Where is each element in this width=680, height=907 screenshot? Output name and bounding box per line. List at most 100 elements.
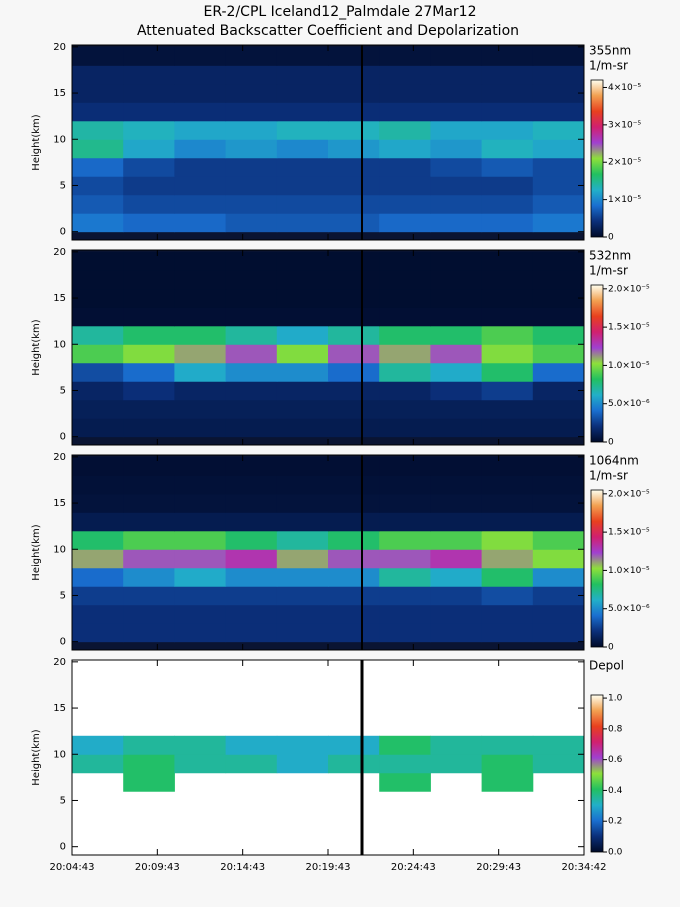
heatmap-cell <box>430 344 483 364</box>
heatmap-cell <box>72 46 124 66</box>
heatmap-cell <box>225 307 278 327</box>
heatmap-cell <box>72 567 124 587</box>
heatmap-cell <box>225 549 278 569</box>
heatmap-cell <box>532 344 585 364</box>
y-tick-label: 15 <box>53 703 66 714</box>
heatmap-cell <box>481 586 534 606</box>
heatmap-cell <box>328 381 380 401</box>
heatmap-cell <box>328 418 380 438</box>
heatmap-cell <box>276 362 329 382</box>
heatmap-cell <box>72 512 124 532</box>
heatmap-cell <box>532 65 585 85</box>
colorbar-tick-label: 0.4 <box>608 786 623 796</box>
y-tick-label: 15 <box>53 88 66 99</box>
heatmap-cell <box>430 735 483 755</box>
heatmap-cell <box>328 754 380 774</box>
heatmap-cell <box>123 46 175 66</box>
heatmap-cell <box>174 325 227 345</box>
heatmap-cell <box>72 120 124 140</box>
heatmap-cell <box>123 735 175 755</box>
heatmap-cell <box>379 251 431 271</box>
heatmap-cell <box>481 194 534 214</box>
heatmap-cell <box>225 604 278 624</box>
heatmap-cell <box>379 46 431 66</box>
heatmap-cell <box>123 307 175 327</box>
heatmap-cell <box>481 475 534 495</box>
heatmap-cell <box>430 456 483 476</box>
heatmap-cell <box>174 475 227 495</box>
heatmap-cell <box>276 475 329 495</box>
heatmap-cell <box>481 270 534 290</box>
heatmap-cell <box>123 456 175 476</box>
heatmap-cell <box>532 549 585 569</box>
heatmap-cell <box>225 512 278 532</box>
colorbar-tick-label: 2.0×10⁻⁵ <box>608 284 650 294</box>
heatmap-cell <box>379 381 431 401</box>
y-tick-label: 15 <box>53 293 66 304</box>
colorbar-tick-label: 0 <box>608 233 614 243</box>
heatmap-cell <box>328 270 380 290</box>
colorbar-unit: 1/m-sr <box>589 59 628 73</box>
colorbar-tick-label: 0 <box>608 438 614 448</box>
x-tick-label: 20:09:43 <box>135 862 180 873</box>
heatmap-cell <box>328 399 380 419</box>
heatmap-cell <box>276 83 329 103</box>
heatmap-cell <box>123 399 175 419</box>
heatmap-cell <box>72 754 124 774</box>
heatmap-cell <box>72 194 124 214</box>
heatmap-cell <box>276 456 329 476</box>
heatmap-cell <box>379 194 431 214</box>
heatmap-cell <box>276 176 329 196</box>
heatmap-cell <box>123 325 175 345</box>
heatmap-cell <box>481 46 534 66</box>
heatmap-cell <box>276 307 329 327</box>
heatmap-cell <box>481 139 534 159</box>
heatmap-cell <box>532 381 585 401</box>
heatmap-cell <box>532 194 585 214</box>
heatmap-cell <box>225 418 278 438</box>
heatmap-cell <box>430 623 483 643</box>
heatmap-cell <box>225 176 278 196</box>
y-axis-label: Height(km) <box>31 319 42 375</box>
heatmap-cell <box>532 157 585 177</box>
heatmap-cell <box>328 46 380 66</box>
heatmap-cell <box>276 213 329 233</box>
heatmap-cell <box>328 194 380 214</box>
heatmap-cell <box>174 270 227 290</box>
heatmap-cell <box>379 623 431 643</box>
x-tick-label: 20:04:43 <box>50 862 95 873</box>
heatmap-cell <box>72 623 124 643</box>
heatmap-cell <box>225 586 278 606</box>
heatmap-cell <box>430 381 483 401</box>
heatmap-cell <box>532 325 585 345</box>
heatmap-cell <box>481 735 534 755</box>
heatmap-cell <box>328 65 380 85</box>
heatmap-cell <box>379 567 431 587</box>
heatmap-cell <box>532 251 585 271</box>
y-tick-label: 15 <box>53 498 66 509</box>
heatmap-cell <box>532 270 585 290</box>
heatmap-cell <box>328 512 380 532</box>
heatmap-cell <box>481 399 534 419</box>
heatmap-cell <box>174 288 227 308</box>
heatmap-cell <box>328 567 380 587</box>
heatmap-cell <box>276 270 329 290</box>
heatmap-cell <box>276 586 329 606</box>
heatmap-cell <box>430 754 483 774</box>
y-tick-label: 0 <box>60 227 66 238</box>
heatmap-cell <box>174 381 227 401</box>
heatmap-cell <box>174 549 227 569</box>
heatmap-cell <box>174 456 227 476</box>
heatmap-cell <box>72 307 124 327</box>
heatmap-cell <box>481 493 534 513</box>
heatmap-cell <box>532 307 585 327</box>
heatmap-cell <box>174 362 227 382</box>
heatmap-cell <box>123 194 175 214</box>
heatmap-cell <box>123 362 175 382</box>
heatmap-cell <box>72 586 124 606</box>
heatmap-cell <box>72 456 124 476</box>
heatmap-cell <box>532 83 585 103</box>
heatmap-cell <box>276 493 329 513</box>
heatmap-cell <box>430 288 483 308</box>
